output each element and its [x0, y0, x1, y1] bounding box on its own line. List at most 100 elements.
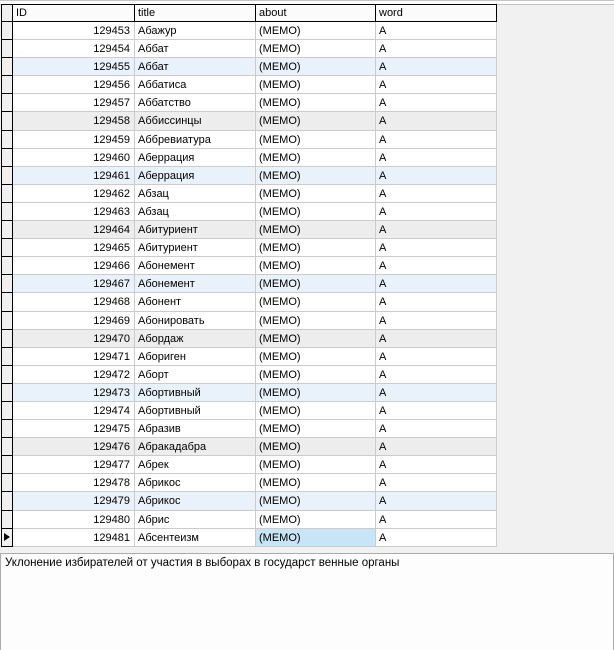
cell-id[interactable]: 129453 [13, 22, 135, 41]
cell-about[interactable]: (MEMO) [256, 94, 376, 113]
cell-word[interactable]: А [376, 239, 497, 258]
cell-word[interactable]: А [376, 275, 497, 294]
cell-title[interactable]: Аббатство [135, 94, 256, 113]
cell-word[interactable]: А [376, 94, 497, 113]
cell-title[interactable]: Абонировать [135, 311, 256, 330]
cell-word[interactable]: А [376, 383, 497, 402]
cell-about[interactable]: (MEMO) [256, 76, 376, 95]
cell-id[interactable]: 129457 [13, 94, 135, 113]
column-header-word[interactable]: word [376, 4, 497, 22]
cell-word[interactable]: А [376, 510, 497, 529]
cell-title[interactable]: Абитуриент [135, 239, 256, 258]
cell-id[interactable]: 129468 [13, 293, 135, 312]
cell-id[interactable]: 129466 [13, 257, 135, 276]
table-row[interactable]: 129461 Аберрация (MEMO) А [1, 166, 497, 185]
cell-title[interactable]: Абордаж [135, 329, 256, 348]
cell-about[interactable]: (MEMO) [256, 112, 376, 131]
memo-panel[interactable]: Уклонение избирателей от участия в выбор… [0, 553, 614, 650]
cell-title[interactable]: Абразив [135, 420, 256, 439]
cell-word[interactable]: А [376, 420, 497, 439]
cell-about[interactable]: (MEMO) [256, 40, 376, 59]
cell-id[interactable]: 129474 [13, 401, 135, 421]
cell-id[interactable]: 129471 [13, 347, 135, 366]
table-row[interactable]: 129462 Абзац (MEMO) А [1, 184, 497, 203]
cell-id[interactable]: 129481 [13, 528, 135, 547]
table-row[interactable]: 129476 Абракадабра (MEMO) А [1, 438, 497, 457]
column-header-title[interactable]: title [135, 4, 256, 22]
cell-word[interactable]: А [376, 148, 497, 167]
cell-id[interactable]: 129463 [13, 202, 135, 222]
cell-about[interactable]: (MEMO) [256, 22, 376, 41]
cell-about[interactable]: (MEMO) [256, 365, 376, 384]
table-row[interactable]: 129459 Аббревиатура (MEMO) А [1, 130, 497, 149]
cell-word[interactable]: А [376, 347, 497, 366]
cell-id[interactable]: 129455 [13, 58, 135, 77]
cell-id[interactable]: 129478 [13, 474, 135, 493]
cell-title[interactable]: Абракадабра [135, 438, 256, 457]
cell-title[interactable]: Абрикос [135, 492, 256, 511]
cell-id[interactable]: 129480 [13, 510, 135, 529]
cell-about[interactable]: (MEMO) [256, 239, 376, 258]
cell-word[interactable]: А [376, 184, 497, 203]
cell-id[interactable]: 129465 [13, 239, 135, 258]
cell-title[interactable]: Абрек [135, 456, 256, 475]
cell-word[interactable]: А [376, 492, 497, 511]
table-row[interactable]: 129456 Аббатиса (MEMO) А [1, 76, 497, 95]
cell-title[interactable]: Абориген [135, 347, 256, 366]
cell-word[interactable]: А [376, 474, 497, 493]
table-row[interactable]: 129481 Абсентеизм (MEMO) А [1, 528, 497, 547]
cell-word[interactable]: А [376, 401, 497, 421]
cell-about[interactable]: (MEMO) [256, 275, 376, 294]
cell-title[interactable]: Абитуриент [135, 221, 256, 240]
cell-word[interactable]: А [376, 166, 497, 185]
cell-about[interactable]: (MEMO) [256, 166, 376, 185]
cell-about[interactable]: (MEMO) [256, 492, 376, 511]
table-row[interactable]: 129475 Абразив (MEMO) А [1, 420, 497, 439]
cell-title[interactable]: Абзац [135, 184, 256, 203]
cell-about[interactable]: (MEMO) [256, 148, 376, 167]
table-row[interactable]: 129455 Аббат (MEMO) А [1, 58, 497, 77]
cell-title[interactable]: Абрис [135, 510, 256, 529]
cell-about[interactable]: (MEMO) [256, 202, 376, 222]
cell-word[interactable]: А [376, 40, 497, 59]
cell-title[interactable]: Абонемент [135, 275, 256, 294]
table-row[interactable]: 129480 Абрис (MEMO) А [1, 510, 497, 529]
cell-title[interactable]: Абортивный [135, 383, 256, 402]
cell-title[interactable]: Абонент [135, 293, 256, 312]
cell-about[interactable]: (MEMO) [256, 329, 376, 348]
cell-title[interactable]: Абзац [135, 202, 256, 222]
cell-word[interactable]: А [376, 293, 497, 312]
table-row[interactable]: 129472 Аборт (MEMO) А [1, 365, 497, 384]
cell-title[interactable]: Аберрация [135, 148, 256, 167]
cell-about[interactable]: (MEMO) [256, 438, 376, 457]
cell-word[interactable]: А [376, 22, 497, 41]
cell-about[interactable]: (MEMO) [256, 221, 376, 240]
cell-word[interactable]: А [376, 76, 497, 95]
selected-cell[interactable]: (MEMO) [256, 528, 376, 547]
table-row[interactable]: 129470 Абордаж (MEMO) А [1, 329, 497, 348]
cell-id[interactable]: 129473 [13, 383, 135, 402]
table-row[interactable]: 129453 Абажур (MEMO) А [1, 22, 497, 41]
cell-about[interactable]: (MEMO) [256, 401, 376, 421]
cell-id[interactable]: 129461 [13, 166, 135, 185]
cell-title[interactable]: Аббревиатура [135, 130, 256, 149]
table-row[interactable]: 129473 Абортивный (MEMO) А [1, 383, 497, 402]
cell-id[interactable]: 129479 [13, 492, 135, 511]
cell-id[interactable]: 129477 [13, 456, 135, 475]
cell-about[interactable]: (MEMO) [256, 58, 376, 77]
table-row[interactable]: 129457 Аббатство (MEMO) А [1, 94, 497, 113]
table-row[interactable]: 129467 Абонемент (MEMO) А [1, 275, 497, 294]
cell-title[interactable]: Аберрация [135, 166, 256, 185]
cell-title[interactable]: Абрикос [135, 474, 256, 493]
cell-word[interactable]: А [376, 456, 497, 475]
cell-id[interactable]: 129475 [13, 420, 135, 439]
cell-title[interactable]: Аббатиса [135, 76, 256, 95]
cell-title[interactable]: Аббиссинцы [135, 112, 256, 131]
cell-id[interactable]: 129456 [13, 76, 135, 95]
cell-about[interactable]: (MEMO) [256, 347, 376, 366]
table-row[interactable]: 129460 Аберрация (MEMO) А [1, 148, 497, 167]
cell-id[interactable]: 129458 [13, 112, 135, 131]
cell-about[interactable]: (MEMO) [256, 257, 376, 276]
cell-id[interactable]: 129476 [13, 438, 135, 457]
table-row[interactable]: 129454 Аббат (MEMO) А [1, 40, 497, 59]
